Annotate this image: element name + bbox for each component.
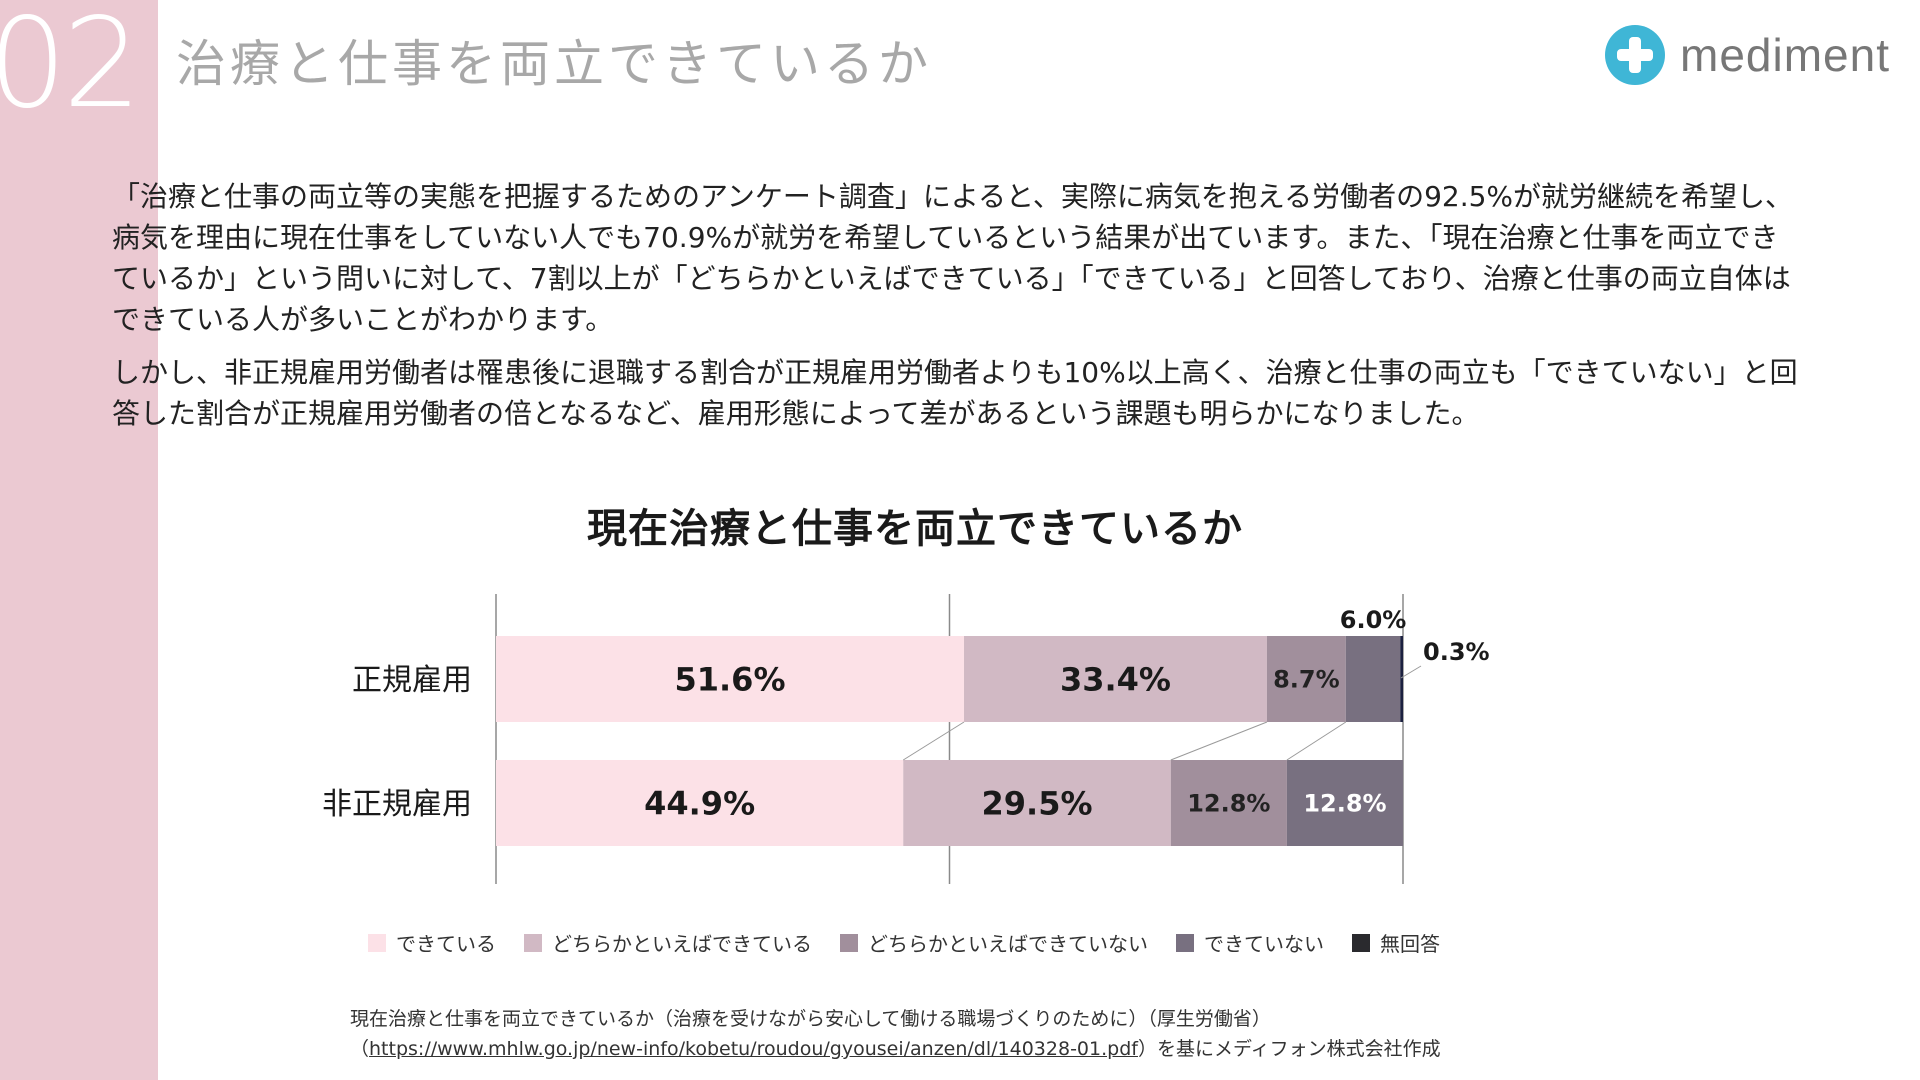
- connector-line: [1286, 721, 1347, 761]
- category-label: 非正規雇用: [322, 787, 472, 822]
- body-text: 「治療と仕事の両立等の実態を把握するためのアンケート調査」によると、実際に病気を…: [112, 176, 1802, 446]
- legend-swatch: [1176, 933, 1194, 952]
- bar-segment: [1400, 636, 1403, 722]
- logo: mediment: [1604, 24, 1890, 86]
- slide-number: 02: [0, 0, 142, 136]
- side-band: [0, 0, 158, 1080]
- category-label: 正規雇用: [352, 663, 472, 698]
- bar-segment: [1345, 636, 1401, 722]
- bar-segment: [964, 636, 1267, 722]
- slide-title: 治療と仕事を両立できているか: [176, 35, 932, 93]
- legend: できている どちらかといえばできている どちらかといえばできていない できていな…: [368, 928, 1468, 957]
- legend-item: できている: [368, 928, 496, 957]
- legend-swatch: [524, 933, 542, 952]
- legend-item: 無回答: [1352, 928, 1440, 957]
- bar-segment: [496, 760, 904, 846]
- data-label: 12.8%: [1303, 790, 1386, 818]
- source-suffix: ）を基にメディフォン株式会社作成: [1137, 1038, 1441, 1060]
- legend-swatch: [1352, 933, 1370, 952]
- bar-segment: [1286, 760, 1403, 846]
- source-link[interactable]: https://www.mhlw.go.jp/new-info/kobetu/r…: [369, 1038, 1138, 1060]
- data-label: 6.0%: [1340, 606, 1407, 634]
- legend-label: どちらかといえばできていない: [868, 932, 1148, 956]
- source-line-2: （https://www.mhlw.go.jp/new-info/kobetu/…: [350, 1034, 1441, 1064]
- logo-text: mediment: [1680, 29, 1890, 81]
- data-label: 29.5%: [982, 785, 1093, 823]
- legend-label: どちらかといえばできている: [552, 932, 812, 956]
- bar-segment: [496, 636, 965, 722]
- legend-label: できている: [396, 932, 496, 956]
- data-label: 0.3%: [1423, 638, 1490, 666]
- data-label: 33.4%: [1060, 661, 1171, 699]
- leader-line: [1400, 665, 1422, 679]
- paragraph-1: 「治療と仕事の両立等の実態を把握するためのアンケート調査」によると、実際に病気を…: [112, 180, 1794, 336]
- source-note: 現在治療と仕事を両立できているか（治療を受けながら安心して働ける職場づくりのため…: [350, 1004, 1441, 1064]
- connector-line: [1170, 721, 1268, 761]
- source-open-paren: （: [350, 1038, 370, 1060]
- bar-segment: [1170, 760, 1287, 846]
- source-line-1: 現在治療と仕事を両立できているか（治療を受けながら安心して働ける職場づくりのため…: [350, 1008, 1271, 1030]
- medical-cross-icon: [1605, 25, 1665, 85]
- legend-swatch: [840, 933, 858, 952]
- legend-label: 無回答: [1380, 932, 1440, 956]
- data-label: 51.6%: [674, 661, 785, 699]
- legend-swatch: [368, 933, 386, 952]
- data-label: 12.8%: [1187, 790, 1270, 818]
- legend-item: できていない: [1176, 928, 1324, 957]
- legend-label: できていない: [1204, 932, 1324, 956]
- paragraph-2: しかし、非正規雇用労働者は罹患後に退職する割合が正規雇用労働者よりも10%以上高…: [112, 356, 1798, 430]
- chart-title: 現在治療と仕事を両立できているか: [587, 506, 1243, 552]
- data-label: 44.9%: [644, 785, 755, 823]
- data-label: 8.7%: [1273, 666, 1340, 694]
- bar-segment: [1266, 636, 1346, 722]
- connector-line: [902, 721, 965, 761]
- bar-segment: [903, 760, 1171, 846]
- legend-item: どちらかといえばできていない: [840, 928, 1148, 957]
- legend-item: どちらかといえばできている: [524, 928, 812, 957]
